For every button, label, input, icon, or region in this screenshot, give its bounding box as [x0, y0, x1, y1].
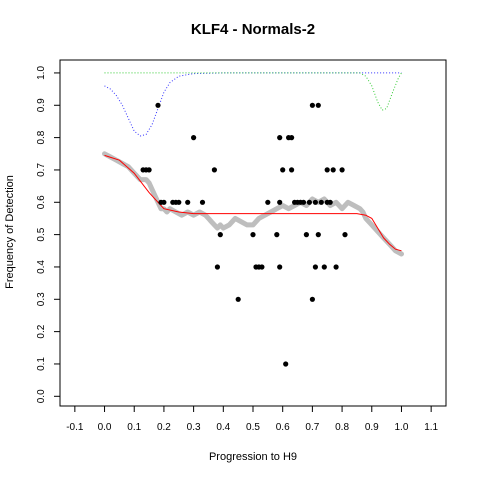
x-tick-label: 0.1: [127, 422, 141, 433]
y-tick-label: 0.8: [36, 130, 47, 144]
y-tick-label: 0.1: [36, 357, 47, 371]
x-tick-label: 0.3: [187, 422, 201, 433]
x-tick-label: 0.0: [98, 422, 112, 433]
data-point: [191, 135, 197, 141]
fit-series: [104, 154, 402, 252]
data-point: [277, 264, 283, 270]
data-point: [146, 167, 152, 173]
data-point: [330, 167, 336, 173]
data-point: [265, 199, 271, 205]
data-point: [259, 264, 265, 270]
x-axis: -0.1 0.0 0.1 0.2 0.3 0.4 0.5 0.6 0.7 0.8 0.9 1.0 1.1: [66, 406, 439, 433]
y-tick-label: 0.3: [36, 292, 47, 306]
data-point: [312, 264, 318, 270]
x-tick-label: 0.5: [246, 422, 260, 433]
smoothed-series: [102, 151, 404, 257]
y-tick-label: 1.0: [36, 66, 47, 80]
x-tick-label: 0.4: [216, 422, 230, 433]
x-tick-label: 0.9: [365, 422, 379, 433]
x-tick-label: 0.7: [305, 422, 319, 433]
fit-line: [104, 154, 402, 252]
x-tick-label: 0.6: [276, 422, 290, 433]
x-tick-label: 0.2: [157, 422, 171, 433]
data-point: [324, 167, 330, 173]
data-point: [321, 264, 327, 270]
x-axis-label: Progression to H9: [209, 451, 297, 463]
x-tick-label: -0.1: [66, 422, 84, 433]
data-point: [217, 232, 223, 238]
y-tick-label: 0.2: [36, 324, 47, 338]
y-tick-label: 0.4: [36, 260, 47, 274]
data-point: [342, 232, 348, 238]
data-point: [339, 167, 345, 173]
blue-dotted-series: [104, 72, 402, 137]
smoothed-line: [102, 151, 404, 257]
data-point: [161, 199, 167, 205]
data-point: [333, 264, 339, 270]
data-point: [277, 199, 283, 205]
y-tick-label: 0.6: [36, 195, 47, 209]
data-point: [283, 361, 289, 367]
data-point: [312, 199, 318, 205]
data-point: [315, 102, 321, 108]
y-tick-label: 0.5: [36, 227, 47, 241]
y-tick-label: 0.7: [36, 163, 47, 177]
data-point: [309, 296, 315, 302]
green-dotted-line: [104, 72, 402, 111]
chart-title: KLF4 - Normals-2: [191, 21, 315, 38]
data-point: [303, 232, 309, 238]
data-point: [235, 296, 241, 302]
data-point: [289, 135, 295, 141]
data-point: [309, 102, 315, 108]
x-tick-label: 1.1: [424, 422, 438, 433]
data-points: [140, 102, 348, 367]
data-point: [300, 199, 307, 205]
data-point: [280, 167, 286, 173]
blue-dotted-line: [104, 72, 402, 137]
data-point: [274, 232, 280, 238]
data-point: [176, 199, 182, 205]
data-point: [318, 199, 324, 205]
data-point: [315, 232, 321, 238]
data-point: [306, 199, 312, 205]
data-point: [185, 199, 191, 205]
data-point: [155, 102, 161, 108]
y-axis: 0.0 0.1 0.2 0.3 0.4 0.5 0.6 0.7 0.8 0.9 1.0: [36, 66, 60, 403]
data-point: [250, 232, 256, 238]
x-tick-label: 0.8: [335, 422, 349, 433]
y-axis-label: Frequency of Detection: [4, 175, 16, 289]
y-tick-label: 0.9: [36, 98, 47, 112]
data-point: [214, 264, 220, 270]
data-point: [277, 135, 283, 141]
data-point: [327, 199, 333, 205]
data-point: [199, 199, 206, 205]
green-dotted-series: [104, 72, 402, 111]
y-tick-label: 0.0: [36, 389, 47, 403]
data-point: [211, 167, 217, 173]
x-tick-label: 1.0: [395, 422, 409, 433]
data-point: [289, 167, 295, 173]
